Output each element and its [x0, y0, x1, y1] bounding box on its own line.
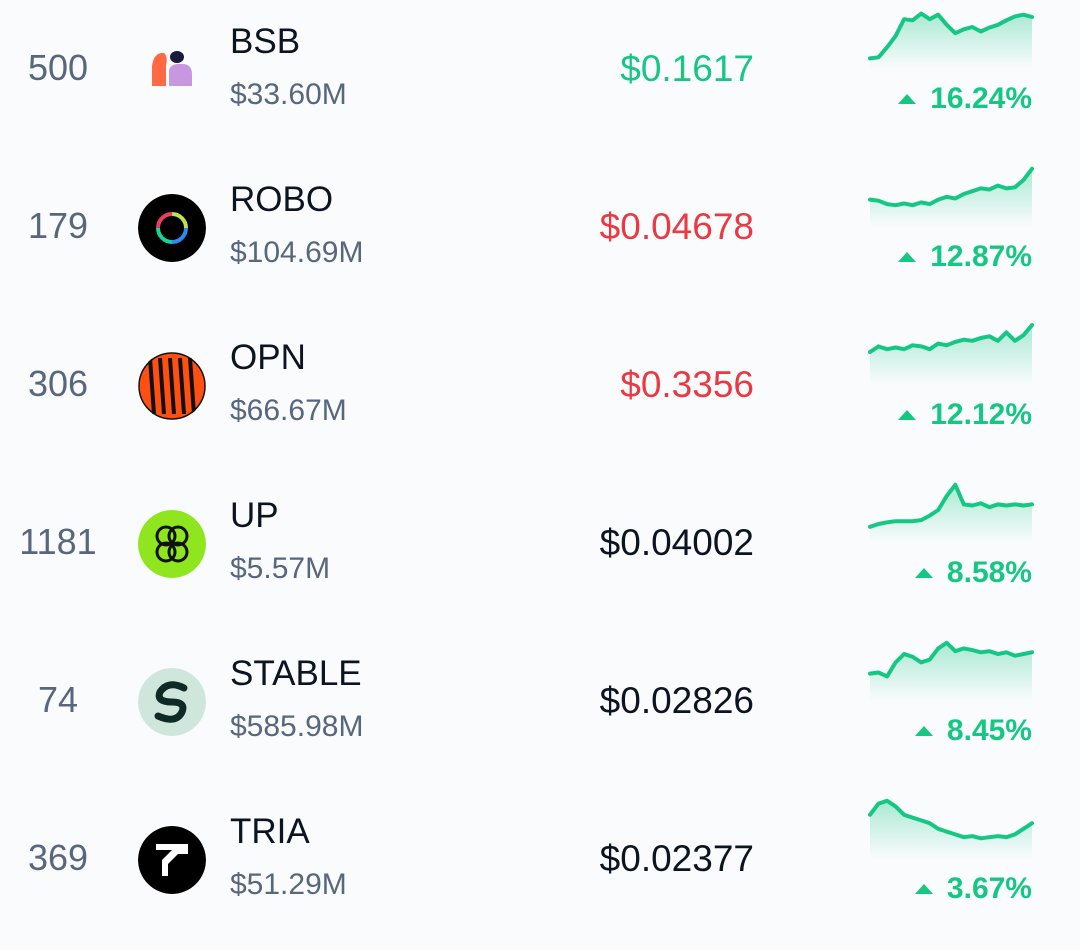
- percent-change-value: 12.12%: [930, 398, 1032, 431]
- triangle-up-icon: [914, 884, 933, 894]
- market-cap: $33.60M: [230, 78, 347, 111]
- percent-change-value: 8.58%: [946, 556, 1032, 589]
- triangle-up-icon: [898, 94, 917, 104]
- price: $0.04002: [599, 522, 754, 563]
- sparkline-chart: [868, 798, 1034, 858]
- sparkline-line: [868, 798, 1034, 841]
- tria-logo-icon: [138, 826, 206, 894]
- percent-change: 12.12%: [898, 400, 1032, 430]
- sparkline-line: [868, 323, 1034, 354]
- price: $0.04678: [599, 206, 754, 247]
- market-cap: $66.67M: [230, 394, 347, 427]
- percent-change: 8.58%: [914, 556, 1032, 589]
- rank: 369: [27, 837, 89, 878]
- percent-change-value: 8.45%: [946, 714, 1032, 747]
- percent-change: 12.87%: [898, 242, 1032, 272]
- coin-symbol[interactable]: OPN: [230, 338, 306, 377]
- rank: 74: [37, 679, 79, 720]
- sparkline-line: [868, 640, 1034, 679]
- coin-symbol[interactable]: UP: [230, 496, 279, 535]
- percent-change: 8.45%: [914, 714, 1032, 747]
- sparkline-line: [868, 166, 1034, 208]
- percent-change-value: 12.87%: [930, 240, 1032, 273]
- robo-logo-icon: [138, 194, 206, 262]
- sparkline-chart: [868, 11, 1034, 68]
- rank: 306: [27, 363, 89, 404]
- price: $0.3356: [620, 364, 754, 405]
- sparkline-area: [870, 168, 1032, 226]
- market-cap: $51.29M: [230, 868, 347, 901]
- percent-change-value: 3.67%: [946, 872, 1032, 905]
- market-cap: $585.98M: [230, 710, 364, 743]
- coin-row[interactable]: 74 STABLE $585.98M $0.02826 8.45%: [0, 634, 1080, 792]
- sparkline-chart: [868, 640, 1034, 700]
- bsb-logo-icon: [138, 36, 206, 104]
- coin-row[interactable]: 306 OPN $66.67M $0.3356 12.12%: [0, 318, 1080, 476]
- price: $0.02826: [599, 680, 754, 721]
- price: $0.1617: [620, 48, 754, 89]
- percent-change-value: 16.24%: [930, 82, 1032, 115]
- sparkline-area: [870, 325, 1032, 384]
- up-logo-icon: [138, 510, 206, 578]
- stable-logo-icon: [138, 668, 206, 736]
- rank: 179: [27, 205, 89, 246]
- triangle-up-icon: [898, 252, 917, 262]
- coin-symbol[interactable]: ROBO: [230, 180, 334, 219]
- rank: 1181: [19, 521, 97, 562]
- coin-symbol[interactable]: BSB: [230, 22, 301, 61]
- coin-row[interactable]: 369 TRIA $51.29M $0.02377 3.67%: [0, 792, 1080, 950]
- triangle-up-icon: [914, 568, 933, 578]
- sparkline-chart: [868, 166, 1034, 226]
- coin-symbol[interactable]: STABLE: [230, 654, 362, 693]
- sparkline-chart: [868, 482, 1034, 542]
- sparkline-line: [868, 482, 1034, 529]
- price: $0.02377: [599, 838, 754, 879]
- market-cap: $104.69M: [230, 236, 364, 269]
- coin-row[interactable]: 179 ROBO $104.69M $0.04678 12.87%: [0, 160, 1080, 318]
- coin-row[interactable]: 500 BSB $33.60M $0.1617 16.24%: [0, 2, 1080, 160]
- coin-symbol[interactable]: TRIA: [230, 812, 310, 851]
- percent-change: 16.24%: [898, 84, 1032, 114]
- triangle-up-icon: [898, 410, 917, 420]
- triangle-up-icon: [914, 726, 933, 736]
- sparkline-area: [870, 800, 1032, 858]
- opn-logo-icon: [138, 352, 206, 420]
- coin-row[interactable]: 1181 UP $5.57M $0.04002 8.58%: [0, 476, 1080, 634]
- sparkline-line: [868, 11, 1034, 61]
- percent-change: 3.67%: [914, 872, 1032, 905]
- market-cap: $5.57M: [230, 552, 331, 585]
- sparkline-area: [870, 484, 1032, 542]
- sparkline-chart: [868, 323, 1034, 384]
- rank: 500: [27, 47, 89, 88]
